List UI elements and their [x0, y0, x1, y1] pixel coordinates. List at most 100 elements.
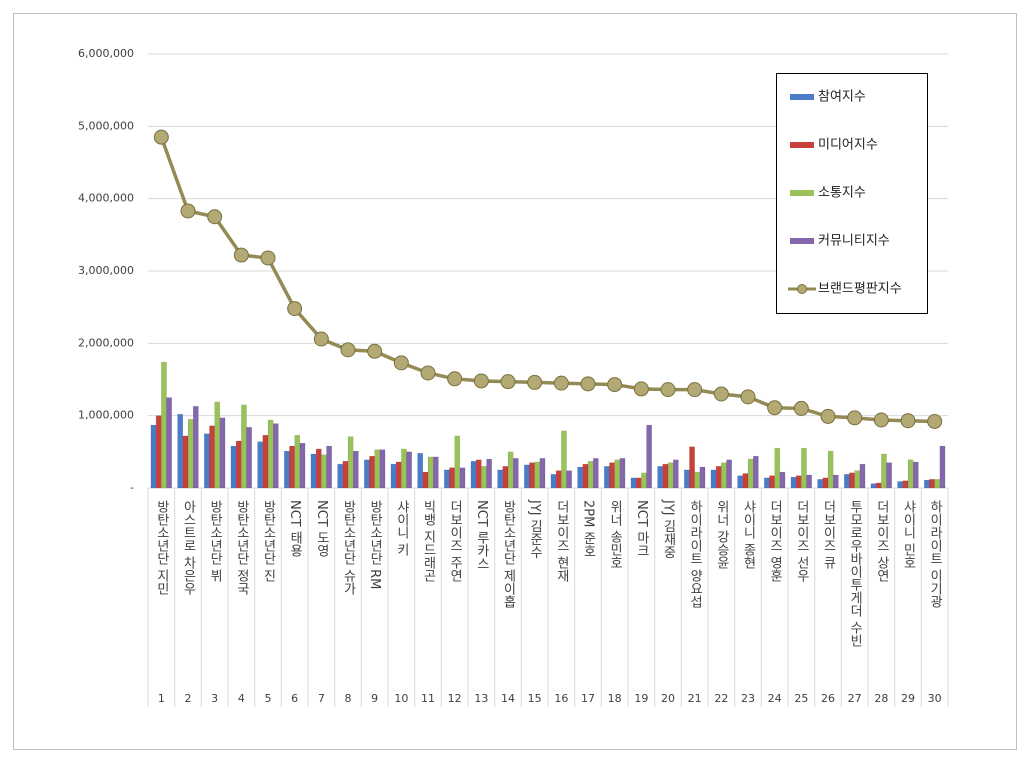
bar [379, 449, 386, 489]
x-tick-label: 샤이니 키 [394, 500, 409, 557]
rank-label: 3 [211, 692, 218, 705]
bar [470, 460, 477, 489]
bar [219, 417, 226, 489]
bar [684, 469, 690, 489]
bar [481, 466, 487, 489]
bar [902, 480, 909, 489]
rank-label: 15 [528, 692, 542, 705]
bar [742, 473, 749, 489]
bar [539, 458, 546, 489]
rank-label: 1 [158, 692, 165, 705]
bar [764, 477, 770, 489]
bar [326, 445, 332, 489]
line-marker [233, 247, 249, 263]
line-marker [260, 250, 276, 266]
bar [854, 470, 861, 489]
rank-label: 2 [185, 692, 192, 705]
rank-label: 23 [741, 692, 755, 705]
bar [646, 424, 652, 489]
rank-label: 6 [291, 692, 298, 705]
line-marker [927, 413, 943, 429]
bar [870, 483, 877, 489]
bar [939, 445, 946, 489]
line-marker [420, 365, 436, 381]
line-marker [580, 376, 596, 392]
line-marker [287, 301, 303, 317]
bar [635, 477, 642, 489]
bar [486, 458, 492, 489]
bar [844, 474, 850, 489]
bar [715, 466, 722, 489]
bar [507, 451, 514, 489]
bar [284, 450, 290, 489]
bar [875, 482, 882, 489]
bar [912, 461, 919, 489]
bar [230, 445, 237, 489]
bar [795, 475, 802, 489]
line-marker [447, 371, 463, 387]
x-tick-label: JYJ 김준수 [527, 499, 542, 559]
line-marker [393, 355, 409, 371]
line-marker [633, 381, 649, 397]
bar [667, 462, 674, 489]
rank-label: 30 [928, 692, 942, 705]
bar [315, 448, 322, 489]
bar [604, 466, 610, 489]
bar [432, 456, 439, 489]
x-tick-label: 하이라이트 양요섭 [687, 500, 702, 609]
bar [374, 449, 381, 489]
bar [737, 475, 744, 489]
x-tick-label: 더보이즈 영훈 [767, 500, 782, 583]
bar [534, 461, 541, 489]
bar [790, 476, 797, 489]
rank-label: 29 [901, 692, 915, 705]
legend-label: 커뮤니티지수 [818, 234, 890, 249]
bar [577, 466, 584, 489]
bar [267, 419, 274, 489]
y-tick-label: 1,000,000 [78, 409, 134, 422]
bar [161, 361, 167, 489]
line-marker [767, 400, 783, 416]
rank-label: 28 [874, 692, 888, 705]
line-marker [153, 129, 169, 145]
rank-label: 22 [714, 692, 728, 705]
bar [204, 433, 210, 489]
x-tick-label: 투모로우바이투게더 수빈 [847, 500, 862, 648]
bar [747, 458, 754, 489]
legend-swatch [790, 190, 814, 196]
line-marker [740, 389, 756, 405]
x-tick-label: 하이라이트 이기광 [927, 500, 942, 609]
rank-label: 10 [394, 692, 408, 705]
bar [272, 423, 279, 489]
x-tick-label: 더보이즈 상연 [874, 500, 889, 583]
rank-label: 25 [794, 692, 808, 705]
bar [929, 479, 935, 489]
bar [566, 470, 572, 489]
bar [806, 474, 812, 489]
bar [310, 453, 317, 489]
bar [187, 419, 194, 489]
bar [619, 458, 626, 489]
legend-label: 미디어지수 [818, 138, 878, 153]
bar [587, 460, 594, 489]
bar [769, 475, 775, 489]
legend-label: 브랜드평판지수 [818, 282, 902, 297]
legend-swatch [790, 238, 814, 244]
legend-swatch [790, 94, 814, 100]
x-tick-label: 방탄소년단 제이홉 [501, 500, 516, 609]
x-tick-label: NCT 태용 [287, 500, 302, 557]
legend-label: 참여지수 [818, 90, 866, 105]
x-tick-label: 더보이즈 주연 [447, 500, 462, 583]
bar [832, 474, 839, 489]
bar [497, 469, 504, 489]
bar [369, 455, 375, 489]
bar [657, 466, 664, 489]
bar [710, 469, 717, 489]
x-tick-label: 위너 강승윤 [714, 500, 729, 570]
line-marker [820, 408, 836, 424]
rank-label: 11 [421, 692, 435, 705]
bar [475, 459, 482, 489]
y-tick-label: 4,000,000 [78, 192, 134, 205]
line-marker [527, 374, 543, 390]
